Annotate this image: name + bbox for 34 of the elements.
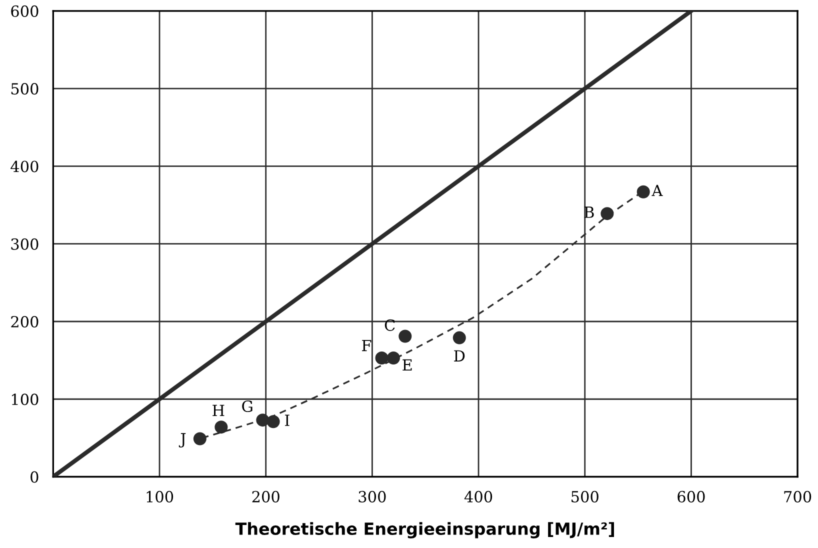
x-tick-label: 600 xyxy=(678,490,705,502)
annotation: H xyxy=(212,404,224,416)
annotation: I xyxy=(285,414,290,426)
point xyxy=(452,331,466,344)
x-tick-label: 300 xyxy=(358,490,386,502)
point xyxy=(600,207,614,220)
annotation: C xyxy=(384,319,395,331)
x-tick-label: 100 xyxy=(146,490,174,502)
point xyxy=(193,432,206,446)
annotation: A xyxy=(652,184,663,196)
y-tick-label: 200 xyxy=(11,316,38,328)
annotation: D xyxy=(454,350,465,362)
x-tick-label: 500 xyxy=(572,490,598,502)
annotation: G xyxy=(242,400,252,412)
point xyxy=(386,351,400,364)
x-tick-label: 200 xyxy=(252,490,280,502)
y-tick-label: 100 xyxy=(12,394,38,406)
point xyxy=(214,420,228,434)
annotation: F xyxy=(362,340,372,352)
point xyxy=(256,414,270,427)
annotation: J xyxy=(178,433,186,448)
point xyxy=(266,415,280,428)
x-axis-title: Theoretische Energieeinsparung [MJ/m²] xyxy=(235,522,614,538)
y-tick-label: 400 xyxy=(10,160,38,172)
point xyxy=(636,185,650,198)
x-tick-label: 400 xyxy=(464,490,492,502)
x-tick-label: 700 xyxy=(784,490,812,502)
point xyxy=(398,330,412,343)
y-tick-label: 500 xyxy=(11,83,38,95)
y-tick-label: 600 xyxy=(11,5,38,17)
y-tick-label: 0 xyxy=(30,471,38,483)
point xyxy=(375,351,388,364)
annotation: E xyxy=(402,359,412,371)
y-tick-label: 300 xyxy=(11,238,38,250)
